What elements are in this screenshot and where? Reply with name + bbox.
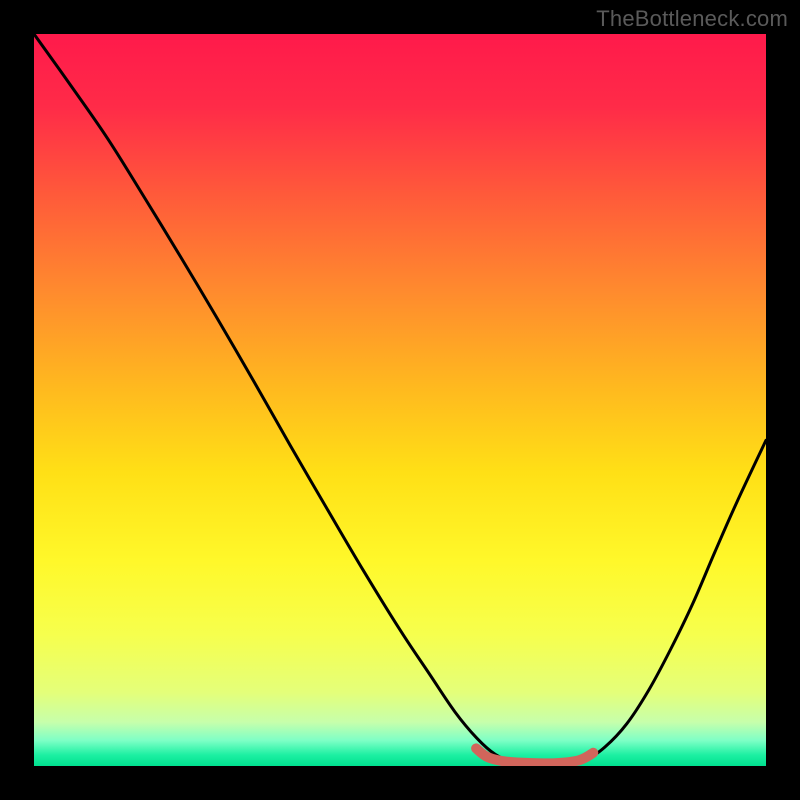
gradient-background [34, 34, 766, 766]
chart-frame: TheBottleneck.com [0, 0, 800, 800]
watermark-text: TheBottleneck.com [596, 6, 788, 32]
chart-svg [34, 34, 766, 766]
plot-area [34, 34, 766, 766]
